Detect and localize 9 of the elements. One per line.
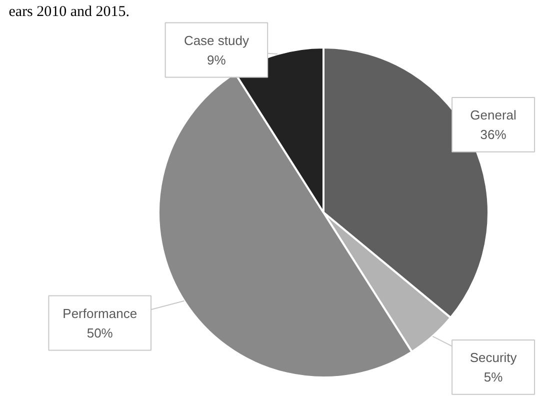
slice-label: General [470, 107, 517, 122]
data-label: 50% [86, 325, 114, 340]
slice-label: Performance [62, 306, 138, 321]
slice-label: Security [470, 350, 518, 365]
data-label: 36% [480, 126, 507, 142]
data-label: 9% [207, 52, 226, 68]
data-label: 5% [484, 369, 504, 384]
slice-label: Case study [184, 32, 250, 48]
text: ears 2010 and 2015. [8, 4, 130, 20]
